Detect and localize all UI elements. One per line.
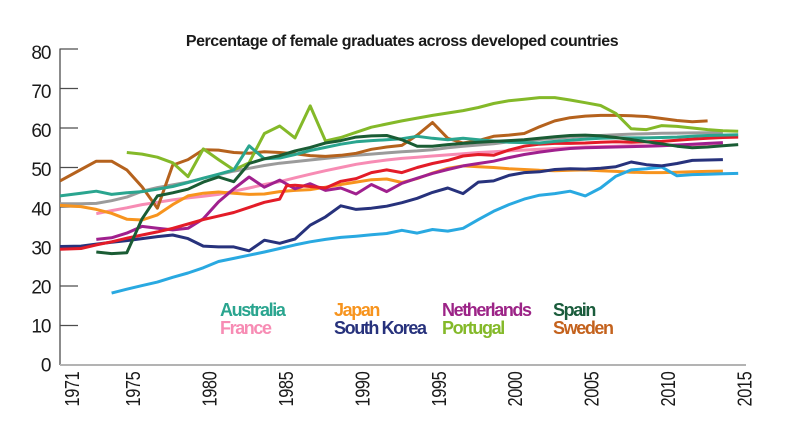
svg-text:10: 10 <box>31 317 51 338</box>
svg-text:2015: 2015 <box>733 371 756 406</box>
svg-text:30: 30 <box>31 238 51 259</box>
svg-text:1980: 1980 <box>198 371 221 406</box>
svg-text:1990: 1990 <box>351 371 374 406</box>
svg-text:1995: 1995 <box>427 371 450 406</box>
svg-text:70: 70 <box>31 82 51 103</box>
svg-text:20: 20 <box>31 278 51 299</box>
svg-text:50: 50 <box>31 160 51 181</box>
svg-text:1985: 1985 <box>274 371 297 406</box>
svg-text:2010: 2010 <box>656 371 679 406</box>
svg-text:2000: 2000 <box>504 371 527 406</box>
svg-text:80: 80 <box>31 43 51 64</box>
svg-text:0: 0 <box>41 356 51 377</box>
svg-text:2005: 2005 <box>580 371 603 406</box>
svg-text:60: 60 <box>31 121 51 142</box>
svg-text:Percentage of female graduates: Percentage of female graduates across de… <box>186 33 619 50</box>
svg-text:1975: 1975 <box>122 371 145 406</box>
svg-text:1971: 1971 <box>60 371 83 406</box>
svg-text:40: 40 <box>31 199 51 220</box>
